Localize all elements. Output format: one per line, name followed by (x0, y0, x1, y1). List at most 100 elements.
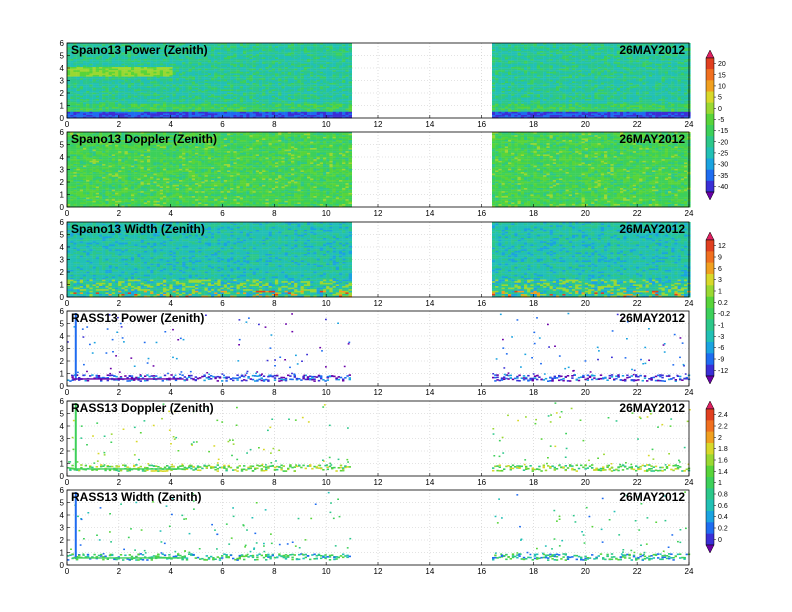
data-cell (176, 59, 179, 61)
data-cell (86, 89, 89, 91)
data-cell (121, 112, 124, 114)
data-cell (169, 61, 172, 63)
data-cell (115, 101, 118, 103)
data-cell (166, 112, 169, 114)
data-cell (93, 65, 96, 67)
data-cell (112, 81, 115, 83)
data-cell (131, 65, 134, 67)
data-cell (131, 61, 134, 63)
data-cell (70, 89, 73, 91)
data-cell (176, 61, 179, 63)
data-cell (179, 70, 182, 72)
data-cell (115, 57, 118, 59)
data-cell (160, 97, 163, 99)
data-cell (77, 72, 80, 74)
data-cell (89, 78, 92, 80)
data-cell (137, 88, 140, 90)
data-cell (157, 75, 160, 77)
data-cell (141, 94, 144, 96)
data-cell (163, 59, 166, 61)
data-cell (141, 77, 144, 79)
data-cell (128, 105, 131, 107)
data-cell (128, 67, 131, 69)
data-cell (131, 104, 134, 106)
data-cell (105, 75, 108, 77)
data-cell (102, 110, 105, 112)
data-cell (86, 99, 89, 101)
data-cell (176, 86, 179, 88)
data-cell (128, 97, 131, 99)
data-cell (134, 72, 137, 74)
data-cell (83, 86, 86, 88)
data-cell (125, 97, 128, 99)
data-cell (128, 88, 131, 90)
data-cell (99, 112, 102, 114)
data-cell (67, 45, 70, 47)
data-cell (96, 80, 99, 82)
data-cell (83, 107, 86, 109)
data-cell (169, 64, 172, 66)
data-cell (141, 88, 144, 90)
data-cell (137, 85, 140, 87)
data-cell (176, 89, 179, 91)
data-cell (67, 57, 70, 59)
data-cell (105, 110, 108, 112)
data-cell (118, 86, 121, 88)
data-cell (160, 81, 163, 83)
data-cell (109, 89, 112, 91)
data-cell (102, 67, 105, 69)
data-cell (166, 77, 169, 79)
data-cell (131, 110, 134, 112)
data-cell (179, 67, 182, 69)
data-cell (80, 110, 83, 112)
data-cell (99, 107, 102, 109)
data-cell (173, 104, 176, 106)
data-cell (141, 93, 144, 95)
data-cell (89, 70, 92, 72)
data-cell (128, 99, 131, 101)
data-cell (105, 77, 108, 79)
data-cell (166, 64, 169, 66)
data-cell (134, 93, 137, 95)
data-cell (115, 67, 118, 69)
data-cell (137, 99, 140, 101)
data-cell (163, 57, 166, 59)
data-cell (150, 69, 153, 71)
data-cell (86, 70, 89, 72)
data-cell (67, 78, 70, 80)
data-cell (73, 70, 76, 72)
data-cell (150, 88, 153, 90)
data-cell (121, 115, 124, 117)
data-cell (77, 112, 80, 114)
data-cell (80, 64, 83, 66)
data-cell (169, 102, 172, 104)
data-cell (147, 62, 150, 64)
data-cell (102, 83, 105, 85)
data-cell (128, 89, 131, 91)
data-cell (77, 75, 80, 77)
data-cell (70, 101, 73, 103)
data-cell (157, 65, 160, 67)
data-cell (169, 107, 172, 109)
data-cell (80, 65, 83, 67)
data-cell (80, 101, 83, 103)
data-cell (153, 65, 156, 67)
data-cell (176, 62, 179, 64)
data-cell (99, 97, 102, 99)
data-cell (67, 112, 70, 114)
data-cell (115, 61, 118, 63)
data-cell (147, 97, 150, 99)
data-cell (166, 83, 169, 85)
data-cell (134, 110, 137, 112)
data-cell (141, 72, 144, 74)
data-cell (176, 91, 179, 93)
data-cell (153, 69, 156, 71)
data-cell (67, 75, 70, 77)
data-cell (102, 59, 105, 61)
data-cell (134, 65, 137, 67)
data-cell (160, 85, 163, 87)
data-cell (137, 57, 140, 59)
data-cell (163, 81, 166, 83)
data-cell (163, 102, 166, 104)
data-cell (144, 101, 147, 103)
